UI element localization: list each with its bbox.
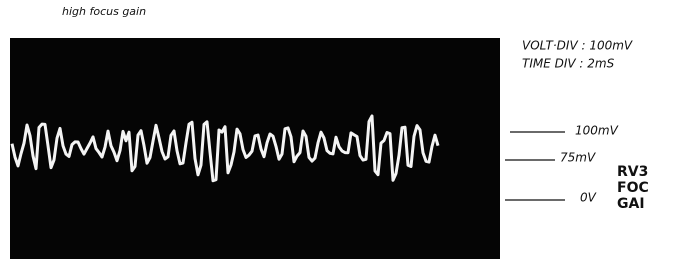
control-label: RV3 (617, 164, 648, 180)
scope-screen (10, 38, 500, 259)
level-label: 100mV (575, 124, 619, 138)
caption: high focus gain (62, 5, 146, 18)
figure: high focus gain VOLT·DIV : 100mV TIME DI… (0, 0, 681, 259)
level-label: 75mV (560, 151, 596, 165)
control-label: GAI (617, 196, 645, 212)
control-label: FOC (617, 180, 649, 196)
level-label: 0V (580, 191, 597, 205)
volt-div: VOLT·DIV : 100mV (522, 39, 633, 53)
time-div: TIME DIV : 2mS (522, 57, 615, 71)
